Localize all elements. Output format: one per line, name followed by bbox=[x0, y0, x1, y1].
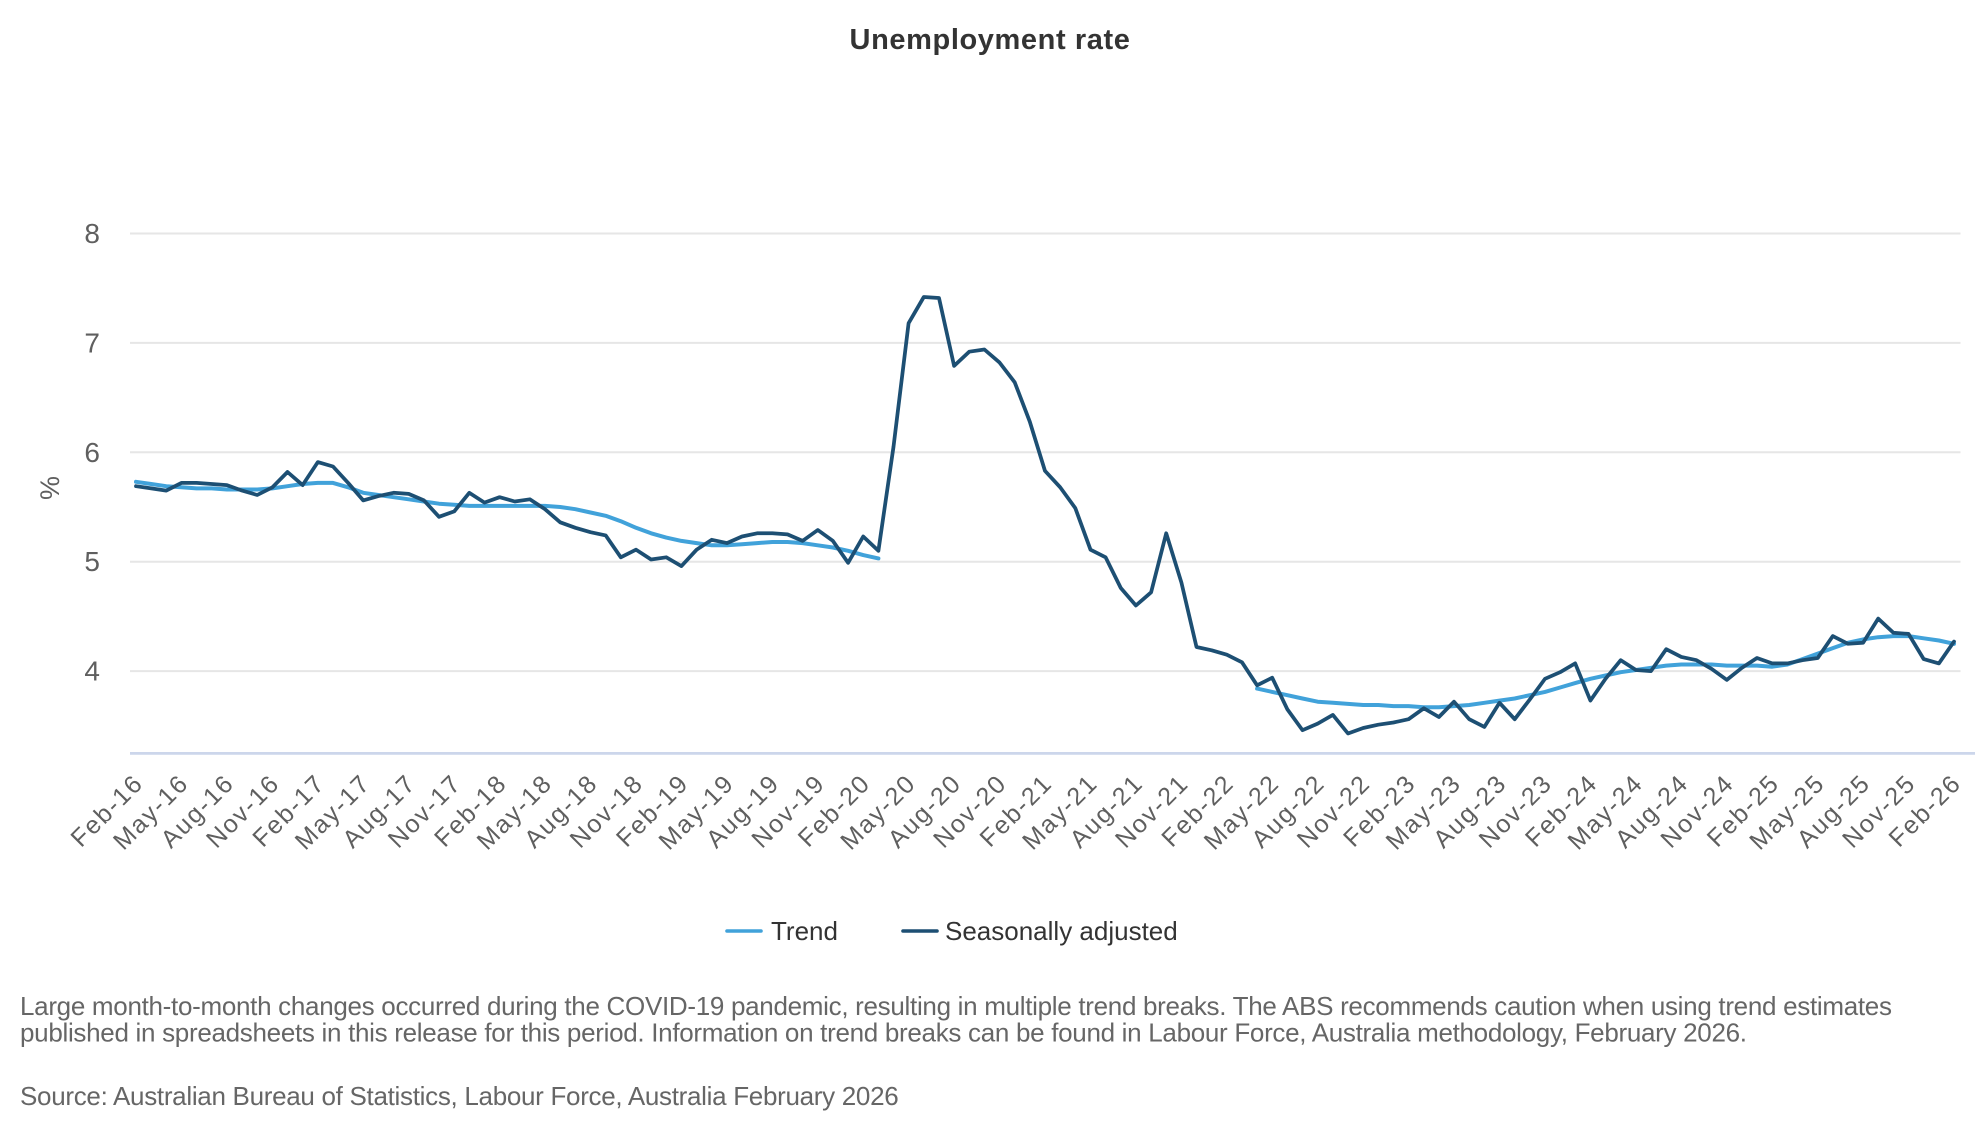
svg-text:%: % bbox=[35, 476, 65, 500]
svg-text:4: 4 bbox=[84, 656, 100, 687]
svg-text:8: 8 bbox=[84, 218, 100, 249]
svg-text:Source: Australian Bureau of S: Source: Australian Bureau of Statistics,… bbox=[20, 1081, 898, 1111]
svg-text:Unemployment rate: Unemployment rate bbox=[850, 24, 1131, 56]
svg-text:7: 7 bbox=[84, 327, 100, 358]
svg-text:6: 6 bbox=[84, 437, 100, 468]
svg-text:Trend: Trend bbox=[771, 916, 838, 946]
svg-text:published in spreadsheets in t: published in spreadsheets in this releas… bbox=[20, 1018, 1747, 1048]
svg-text:Large month-to-month changes o: Large month-to-month changes occurred du… bbox=[20, 991, 1892, 1021]
svg-text:Seasonally adjusted: Seasonally adjusted bbox=[945, 916, 1178, 946]
svg-text:5: 5 bbox=[84, 546, 100, 577]
